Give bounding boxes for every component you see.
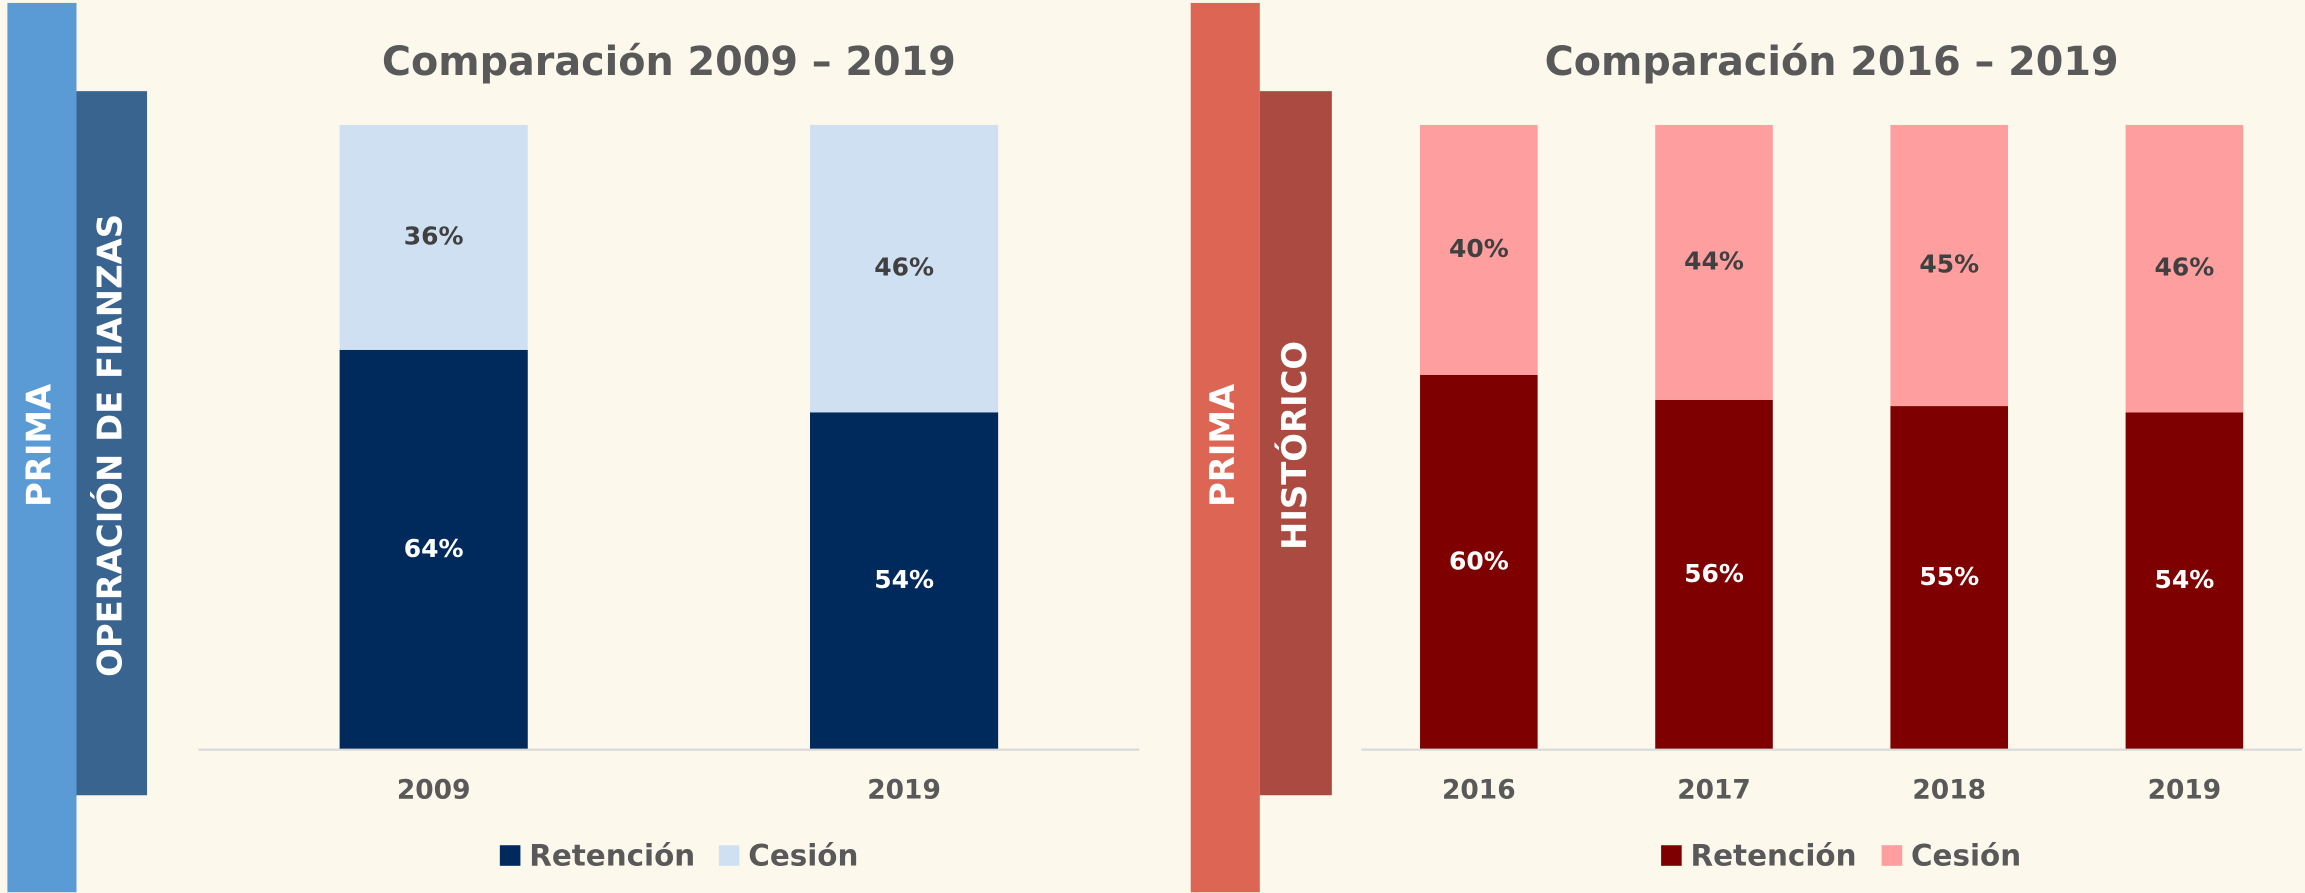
side-label: PRIMA	[20, 384, 59, 507]
data-label: 40%	[1449, 234, 1509, 263]
legend-swatch	[500, 845, 521, 866]
data-label: 36%	[404, 221, 464, 250]
legend-swatch	[719, 845, 740, 866]
x-tick-label: 2018	[1912, 774, 1986, 805]
dashboard: Comparación 2009 – 2019 PRIMA OPERACIÓN DE…	[0, 0, 2305, 893]
legend-swatch	[1661, 845, 1682, 866]
side-label: OPERACIÓN DE FIANZAS	[89, 214, 129, 677]
x-tick-label: 2019	[2148, 774, 2222, 805]
data-label: 45%	[1919, 250, 1979, 279]
legend-swatch	[1882, 845, 1903, 866]
chart-title: Comparación 2016 – 2019	[1545, 39, 2119, 85]
legend-label: Retención	[1691, 838, 1857, 872]
data-label: 54%	[2155, 565, 2215, 594]
legend-label: Cesión	[1911, 838, 2021, 872]
legend-label: Retención	[529, 838, 695, 872]
data-label: 60%	[1449, 546, 1509, 575]
data-label: 64%	[404, 534, 464, 563]
chart-title: Comparación 2009 – 2019	[382, 39, 956, 85]
data-label: 46%	[874, 253, 934, 282]
x-tick-label: 2016	[1442, 774, 1516, 805]
data-label: 54%	[874, 565, 934, 594]
data-label: 44%	[1684, 246, 1744, 275]
data-label: 56%	[1684, 559, 1744, 588]
x-tick-label: 2017	[1677, 774, 1751, 805]
x-tick-label: 2019	[867, 774, 941, 805]
legend-label: Cesión	[748, 838, 858, 872]
data-label: 46%	[2155, 253, 2215, 282]
x-tick-label: 2009	[397, 774, 471, 805]
side-label: PRIMA	[1203, 384, 1242, 507]
data-label: 55%	[1919, 562, 1979, 591]
side-label: HISTÓRICO	[1274, 341, 1314, 550]
page: Comparación 2009 – 2019 PRIMA OPERACIÓN DE…	[0, 0, 2305, 893]
